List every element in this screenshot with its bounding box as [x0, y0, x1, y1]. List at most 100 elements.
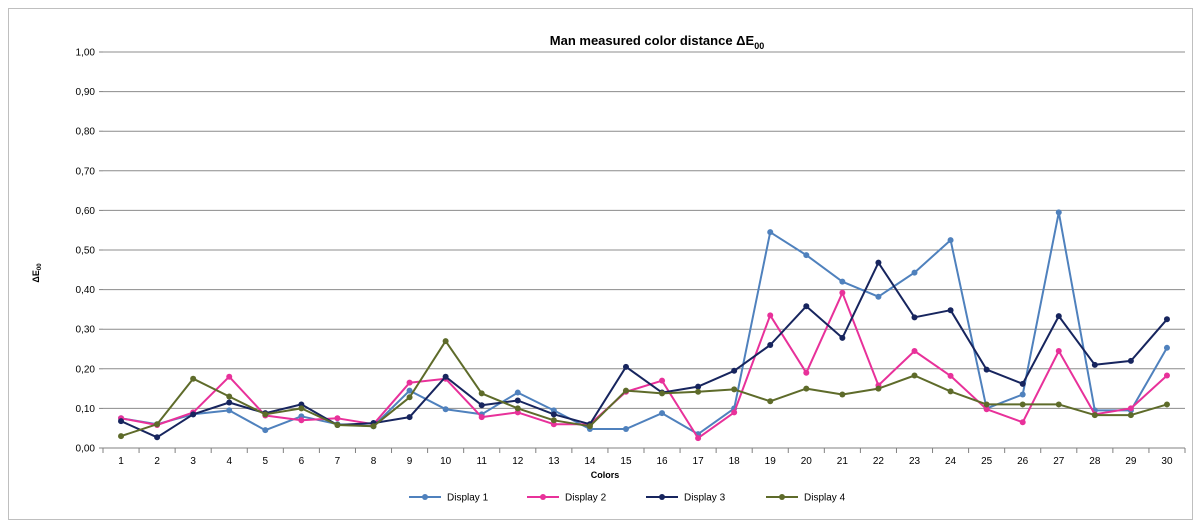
legend-label: Display 4 — [804, 493, 846, 504]
series-lines — [118, 209, 1170, 442]
data-point — [875, 259, 882, 266]
x-tick-label: 24 — [945, 456, 957, 467]
y-tick-label: 0,30 — [76, 325, 96, 336]
data-point — [1019, 401, 1026, 408]
series-line — [120, 211, 1168, 436]
y-axis-label: ΔE00 — [31, 263, 43, 283]
data-point — [731, 367, 738, 374]
x-tick-label: 16 — [656, 456, 668, 467]
data-point — [767, 342, 774, 349]
legend-marker — [659, 494, 665, 500]
data-point — [442, 373, 449, 380]
data-point — [695, 388, 702, 395]
data-point — [226, 407, 233, 414]
y-tick-label: 0,40 — [76, 285, 96, 296]
data-point — [478, 414, 485, 421]
data-point — [695, 383, 702, 390]
data-point — [514, 397, 521, 404]
x-tick-label: 21 — [837, 456, 849, 467]
data-point — [334, 415, 341, 422]
y-tick-label: 0,70 — [76, 166, 96, 177]
y-tick-label: 0,50 — [76, 246, 96, 257]
data-point — [1163, 344, 1170, 351]
x-tick-label: 27 — [1053, 456, 1065, 467]
data-point — [478, 390, 485, 397]
data-point — [370, 423, 377, 430]
data-point — [767, 312, 774, 319]
y-tick-label: 0,10 — [76, 404, 96, 415]
data-point — [262, 427, 269, 434]
series-4 — [118, 338, 1170, 440]
data-point — [586, 423, 593, 430]
x-tick-label: 18 — [729, 456, 741, 467]
x-tick-label: 4 — [226, 456, 232, 467]
data-point — [1127, 412, 1134, 419]
x-tick-label: 6 — [299, 456, 305, 467]
series-3 — [118, 259, 1170, 441]
data-point — [154, 421, 161, 428]
data-point — [659, 377, 666, 384]
data-point — [406, 379, 413, 386]
data-point — [983, 406, 990, 413]
data-point — [767, 398, 774, 405]
data-point — [190, 411, 197, 418]
data-point — [406, 414, 413, 421]
chart-title-subscript: 00 — [754, 41, 764, 51]
x-tick-label: 5 — [263, 456, 269, 467]
data-point — [226, 399, 233, 406]
y-tick-label: 0,90 — [76, 87, 96, 98]
y-tick-label: 0,00 — [76, 444, 96, 455]
y-tick-label: 0,80 — [76, 127, 96, 138]
series-line — [120, 291, 1168, 440]
data-point — [118, 433, 125, 440]
gridlines — [103, 51, 1185, 409]
series-line — [120, 340, 1168, 438]
legend: Display 1 Display 2 Display 3 Display 4 — [409, 493, 846, 504]
data-point — [1055, 313, 1062, 320]
x-tick-label: 11 — [477, 456, 488, 467]
legend-item: Display 3 — [646, 493, 726, 504]
chart-frame: Man measured color distance ΔE00 0,00 0,1… — [8, 8, 1193, 520]
data-point — [1019, 380, 1026, 387]
series-2 — [118, 289, 1170, 442]
data-point — [226, 373, 233, 380]
data-point — [695, 435, 702, 442]
data-point — [1019, 419, 1026, 426]
data-point — [298, 405, 305, 412]
data-point — [550, 411, 557, 418]
data-point — [803, 385, 810, 392]
x-tick-labels: 1 2 3 4 5 6 7 8 9 10 11 12 13 14 15 16 17 18 19 20 21 22 23 24 2… — [102, 448, 1186, 467]
data-point — [1091, 412, 1098, 419]
data-point — [1163, 372, 1170, 379]
data-point — [514, 405, 521, 412]
data-point — [478, 402, 485, 409]
data-point — [1091, 361, 1098, 368]
x-tick-label: 19 — [765, 456, 777, 467]
data-point — [911, 314, 918, 321]
data-point — [947, 307, 954, 314]
data-point — [514, 389, 521, 396]
data-point — [442, 338, 449, 345]
data-point — [1127, 405, 1134, 412]
x-tick-label: 10 — [440, 456, 452, 467]
line-chart: Man measured color distance ΔE00 0,00 0,1… — [31, 33, 1186, 504]
x-tick-label: 29 — [1125, 456, 1137, 467]
legend-label: Display 3 — [684, 493, 726, 504]
x-tick-label: 13 — [548, 456, 560, 467]
data-point — [190, 375, 197, 382]
legend-marker — [422, 494, 428, 500]
data-point — [550, 417, 557, 424]
data-point — [731, 409, 738, 416]
data-point — [262, 411, 269, 418]
x-axis-label: Colors — [591, 470, 620, 480]
data-point — [983, 401, 990, 408]
data-point — [442, 406, 449, 413]
data-point — [1055, 347, 1062, 354]
data-point — [911, 269, 918, 276]
data-point — [875, 385, 882, 392]
x-tick-label: 22 — [873, 456, 885, 467]
x-tick-label: 7 — [335, 456, 341, 467]
data-point — [622, 363, 629, 370]
data-point — [803, 369, 810, 376]
data-point — [1127, 357, 1134, 364]
